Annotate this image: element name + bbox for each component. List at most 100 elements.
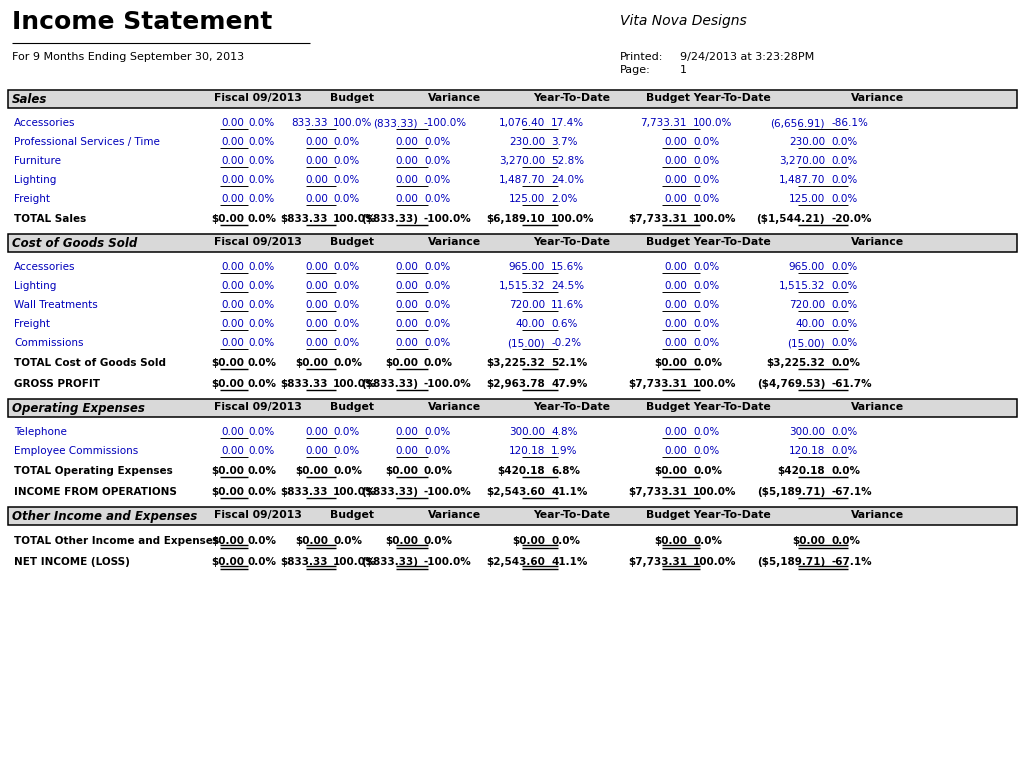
Text: Vita Nova Designs: Vita Nova Designs <box>620 14 747 28</box>
Text: $0.00: $0.00 <box>211 557 244 567</box>
Text: 0.00: 0.00 <box>305 319 328 329</box>
Text: 0.0%: 0.0% <box>424 338 450 348</box>
Text: 100.0%: 100.0% <box>693 379 737 389</box>
Text: 3.7%: 3.7% <box>551 137 577 147</box>
Text: 0.00: 0.00 <box>305 194 328 204</box>
Text: 0.0%: 0.0% <box>831 281 857 291</box>
Text: Budget: Budget <box>330 402 374 412</box>
Text: 0.0%: 0.0% <box>248 338 275 348</box>
Text: 0.0%: 0.0% <box>424 427 450 437</box>
Text: 24.0%: 24.0% <box>551 175 584 185</box>
Text: $0.00: $0.00 <box>654 466 687 476</box>
Text: Budget: Budget <box>330 237 374 247</box>
Text: -20.0%: -20.0% <box>831 214 871 224</box>
Text: 1,487.70: 1,487.70 <box>498 175 545 185</box>
Text: 0.00: 0.00 <box>305 175 328 185</box>
Text: 0.0%: 0.0% <box>333 175 359 185</box>
Text: Variance: Variance <box>852 402 904 412</box>
Text: 0.00: 0.00 <box>221 281 244 291</box>
Text: 0.0%: 0.0% <box>248 281 275 291</box>
Text: (15.00): (15.00) <box>507 338 545 348</box>
Text: 0.0%: 0.0% <box>248 536 277 546</box>
Text: 0.0%: 0.0% <box>693 156 720 166</box>
Bar <box>8 507 1017 525</box>
Text: 0.00: 0.00 <box>305 300 328 310</box>
Text: -100.0%: -100.0% <box>424 379 472 389</box>
Text: 0.0%: 0.0% <box>333 427 359 437</box>
Text: 0.0%: 0.0% <box>693 427 720 437</box>
Text: 100.0%: 100.0% <box>333 487 376 497</box>
Text: 0.00: 0.00 <box>305 281 328 291</box>
Text: 0.0%: 0.0% <box>248 379 277 389</box>
Text: $0.00: $0.00 <box>211 214 244 224</box>
Text: 1.9%: 1.9% <box>551 446 577 456</box>
Text: 0.6%: 0.6% <box>551 319 577 329</box>
Text: $833.33: $833.33 <box>281 557 328 567</box>
Text: 4.8%: 4.8% <box>551 427 577 437</box>
Text: $833.33: $833.33 <box>281 379 328 389</box>
Text: Variance: Variance <box>852 237 904 247</box>
Text: $0.00: $0.00 <box>295 358 328 368</box>
Text: 0.00: 0.00 <box>395 300 418 310</box>
Text: ($833.33): ($833.33) <box>361 557 418 567</box>
Text: 0.0%: 0.0% <box>248 446 275 456</box>
Text: -100.0%: -100.0% <box>424 557 472 567</box>
Text: 0.00: 0.00 <box>664 175 687 185</box>
Text: $0.00: $0.00 <box>512 536 545 546</box>
Text: TOTAL Other Income and Expenses: TOTAL Other Income and Expenses <box>14 536 219 546</box>
Text: 0.0%: 0.0% <box>333 194 359 204</box>
Text: Year-To-Date: Year-To-Date <box>533 402 611 412</box>
Text: 9/24/2013 at 3:23:28PM: 9/24/2013 at 3:23:28PM <box>680 52 814 62</box>
Text: 0.0%: 0.0% <box>424 446 450 456</box>
Text: Sales: Sales <box>12 93 47 106</box>
Text: 0.0%: 0.0% <box>248 557 277 567</box>
Text: 0.0%: 0.0% <box>693 281 720 291</box>
Text: 100.0%: 100.0% <box>333 118 372 128</box>
Text: 0.00: 0.00 <box>395 137 418 147</box>
Text: Lighting: Lighting <box>14 281 56 291</box>
Text: Freight: Freight <box>14 194 50 204</box>
Text: ($5,189.71): ($5,189.71) <box>756 487 825 497</box>
Text: 120.18: 120.18 <box>788 446 825 456</box>
Text: Cost of Goods Sold: Cost of Goods Sold <box>12 237 137 250</box>
Text: 0.00: 0.00 <box>221 262 244 272</box>
Text: 0.00: 0.00 <box>664 156 687 166</box>
Text: -86.1%: -86.1% <box>831 118 868 128</box>
Text: Variance: Variance <box>852 510 904 520</box>
Text: 17.4%: 17.4% <box>551 118 584 128</box>
Text: 300.00: 300.00 <box>789 427 825 437</box>
Text: 0.0%: 0.0% <box>831 427 857 437</box>
Text: 0.0%: 0.0% <box>693 300 720 310</box>
Text: Page:: Page: <box>620 65 651 75</box>
Text: 0.00: 0.00 <box>221 427 244 437</box>
Text: Variance: Variance <box>428 93 482 103</box>
Text: 3,270.00: 3,270.00 <box>499 156 545 166</box>
Text: $3,225.32: $3,225.32 <box>486 358 545 368</box>
Text: 0.00: 0.00 <box>664 319 687 329</box>
Text: 41.1%: 41.1% <box>551 487 587 497</box>
Text: 3,270.00: 3,270.00 <box>779 156 825 166</box>
Text: Freight: Freight <box>14 319 50 329</box>
Text: Budget: Budget <box>330 93 374 103</box>
Text: 40.00: 40.00 <box>795 319 825 329</box>
Bar <box>8 399 1017 417</box>
Text: 0.0%: 0.0% <box>333 156 359 166</box>
Text: Fiscal 09/2013: Fiscal 09/2013 <box>214 510 302 520</box>
Text: 0.00: 0.00 <box>664 427 687 437</box>
Text: 720.00: 720.00 <box>508 300 545 310</box>
Text: 100.0%: 100.0% <box>333 214 376 224</box>
Text: 47.9%: 47.9% <box>551 379 587 389</box>
Text: ($833.33): ($833.33) <box>361 487 418 497</box>
Text: 0.0%: 0.0% <box>248 175 275 185</box>
Text: 0.0%: 0.0% <box>248 319 275 329</box>
Text: Income Statement: Income Statement <box>12 10 273 34</box>
Text: Budget Year-To-Date: Budget Year-To-Date <box>646 510 771 520</box>
Text: 0.0%: 0.0% <box>424 137 450 147</box>
Text: Other Income and Expenses: Other Income and Expenses <box>12 510 197 523</box>
Text: 0.0%: 0.0% <box>693 319 720 329</box>
Text: 0.0%: 0.0% <box>831 466 860 476</box>
Text: 0.00: 0.00 <box>395 194 418 204</box>
Text: 0.0%: 0.0% <box>831 175 857 185</box>
Text: 0.0%: 0.0% <box>333 281 359 291</box>
Text: $0.00: $0.00 <box>295 466 328 476</box>
